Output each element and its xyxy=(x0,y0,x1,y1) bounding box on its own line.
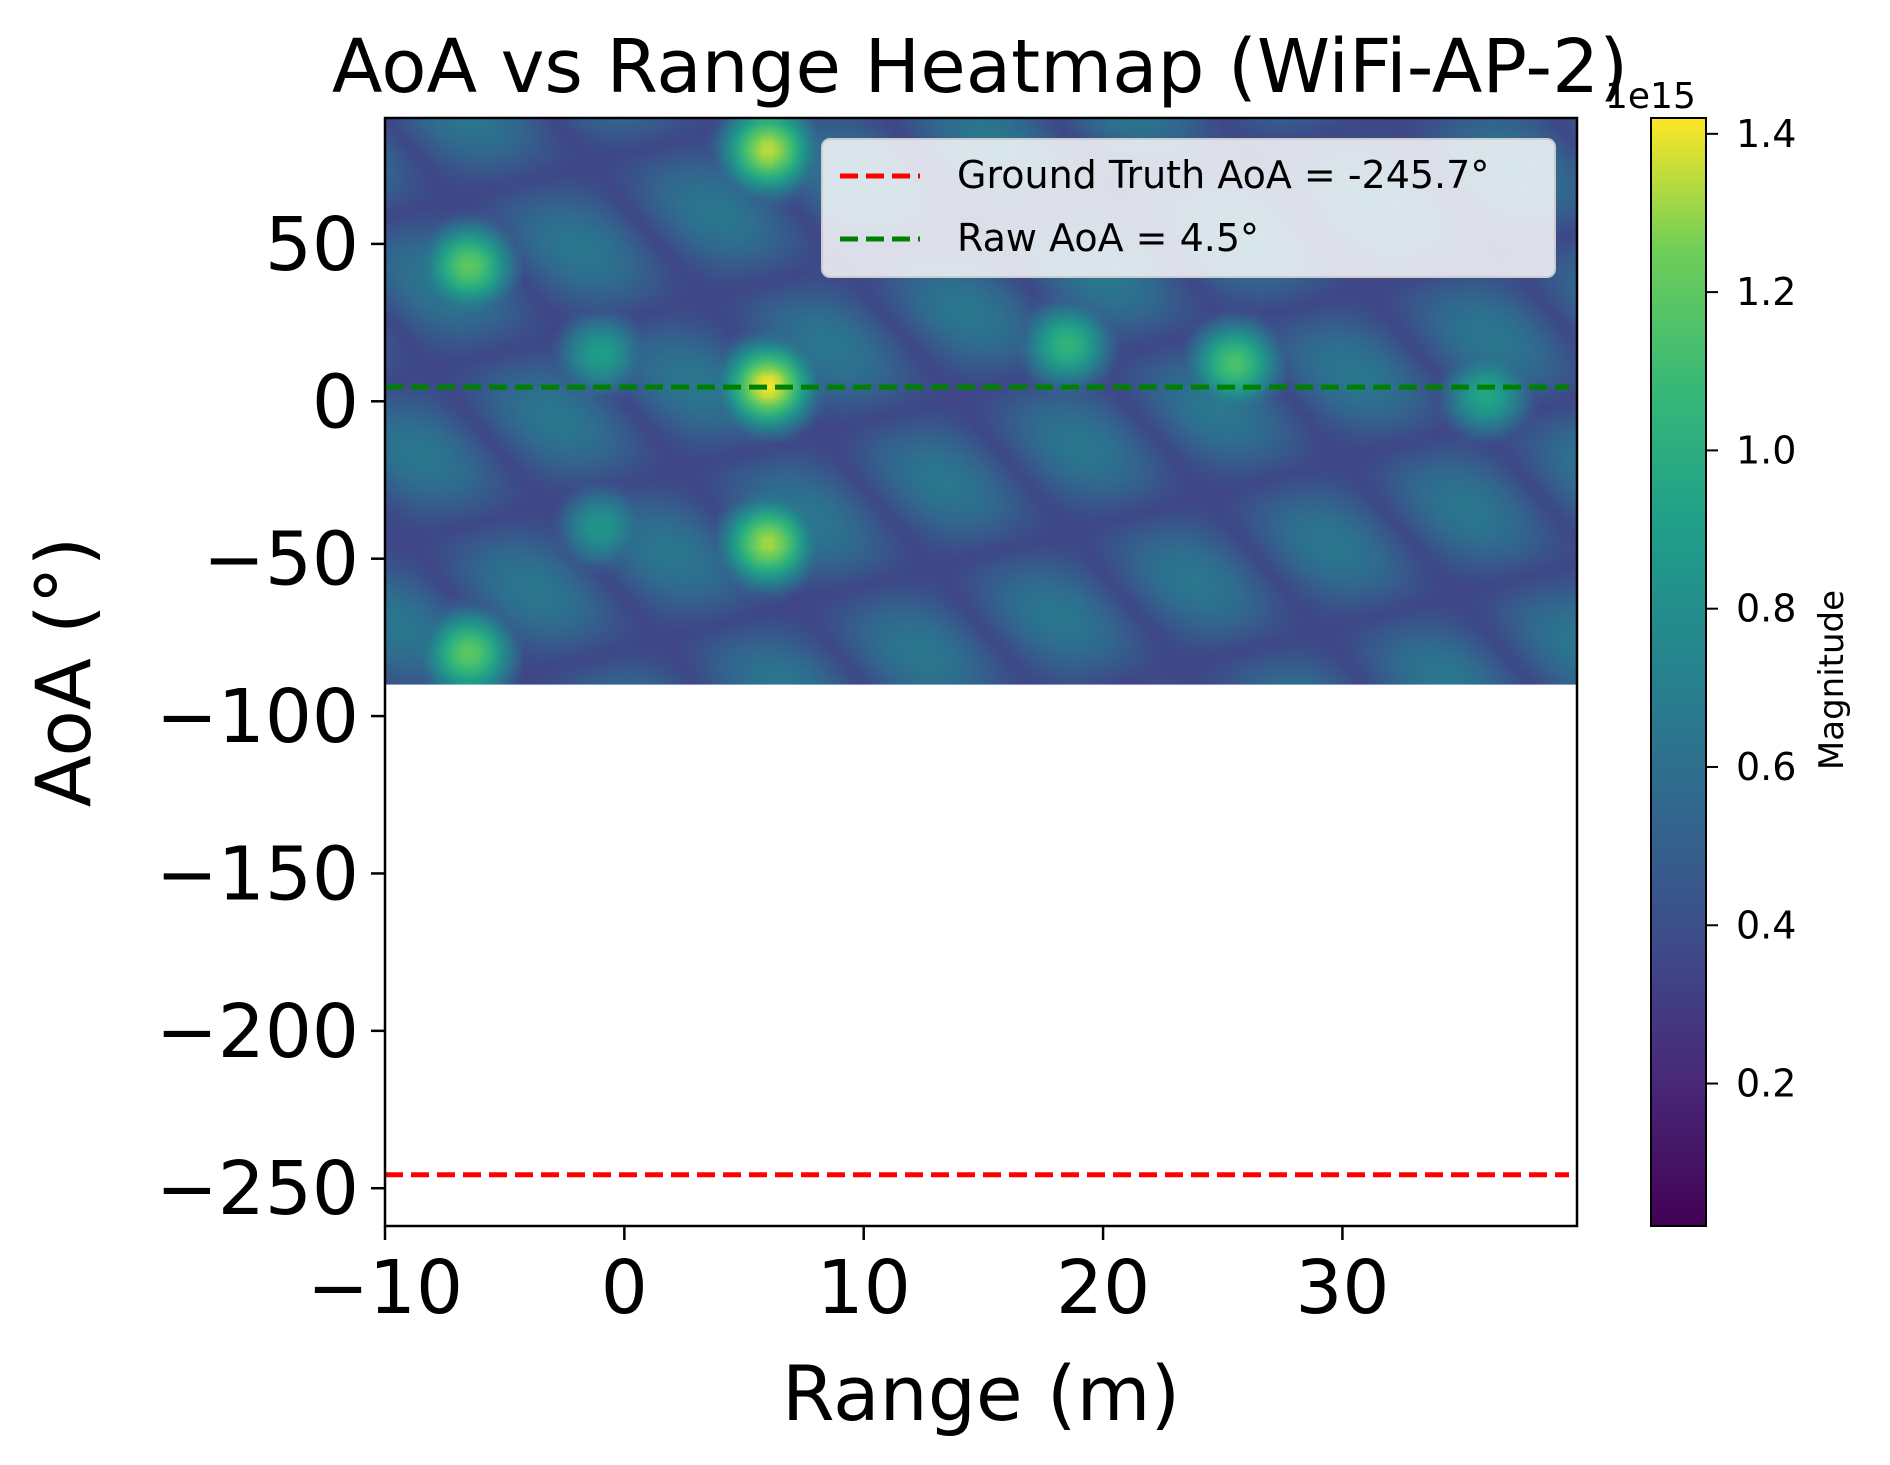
colorbar-gradient xyxy=(1650,117,1707,1227)
colorbar-label: Magnitude xyxy=(1812,590,1852,770)
y-tick-label: −150 xyxy=(156,831,359,917)
colorbar-multiplier: 1e15 xyxy=(1605,76,1696,117)
y-tick-label: 50 xyxy=(265,202,359,288)
x-tick-label: 0 xyxy=(601,1245,648,1331)
x-tick-label: −10 xyxy=(307,1245,463,1331)
colorbar: 0.2 0.4 0.6 0.8 1.0 1.2 1.4 1e15 Magnitude xyxy=(1605,76,1852,1227)
colorbar-tick-label: 0.2 xyxy=(1736,1062,1796,1106)
legend: Ground Truth AoA = -245.7° Raw AoA = 4.5… xyxy=(821,138,1556,278)
y-tick-label: −50 xyxy=(203,517,359,603)
chart-title: AoA vs Range Heatmap (WiFi-AP-2) xyxy=(332,24,1628,110)
colorbar-tick-label: 0.6 xyxy=(1736,745,1796,789)
colorbar-tick-label: 1.0 xyxy=(1736,428,1796,472)
legend-box xyxy=(821,138,1556,278)
y-tick-label: 0 xyxy=(312,359,359,445)
legend-label-raw-aoa: Raw AoA = 4.5° xyxy=(957,216,1259,260)
x-tick-label: 30 xyxy=(1295,1245,1389,1331)
y-tick-label: −200 xyxy=(156,989,359,1075)
colorbar-tick-label: 1.2 xyxy=(1736,270,1796,314)
colorbar-tick-label: 0.8 xyxy=(1736,587,1796,631)
y-tick-label: −100 xyxy=(156,674,359,760)
colorbar-tick-label: 0.4 xyxy=(1736,903,1796,947)
y-tick-label: −250 xyxy=(156,1146,359,1232)
plot-area xyxy=(383,116,1579,1228)
plot-frame xyxy=(383,116,1579,1228)
colorbar-tick-label: 1.4 xyxy=(1736,112,1796,156)
x-tick-label: 10 xyxy=(817,1245,911,1331)
legend-label-ground-truth: Ground Truth AoA = -245.7° xyxy=(957,153,1489,197)
x-axis-label: Range (m) xyxy=(782,1349,1180,1438)
y-axis-label: AoA (°) xyxy=(19,537,108,808)
reference-lines xyxy=(385,384,1569,1178)
colorbar-ticks: 0.2 0.4 0.6 0.8 1.0 1.2 1.4 xyxy=(1706,112,1796,1106)
y-axis: 50 0 −50 −100 −150 −200 −250 xyxy=(156,202,385,1232)
x-tick-label: 20 xyxy=(1056,1245,1150,1331)
x-axis: −10 0 10 20 30 xyxy=(307,1226,1390,1331)
